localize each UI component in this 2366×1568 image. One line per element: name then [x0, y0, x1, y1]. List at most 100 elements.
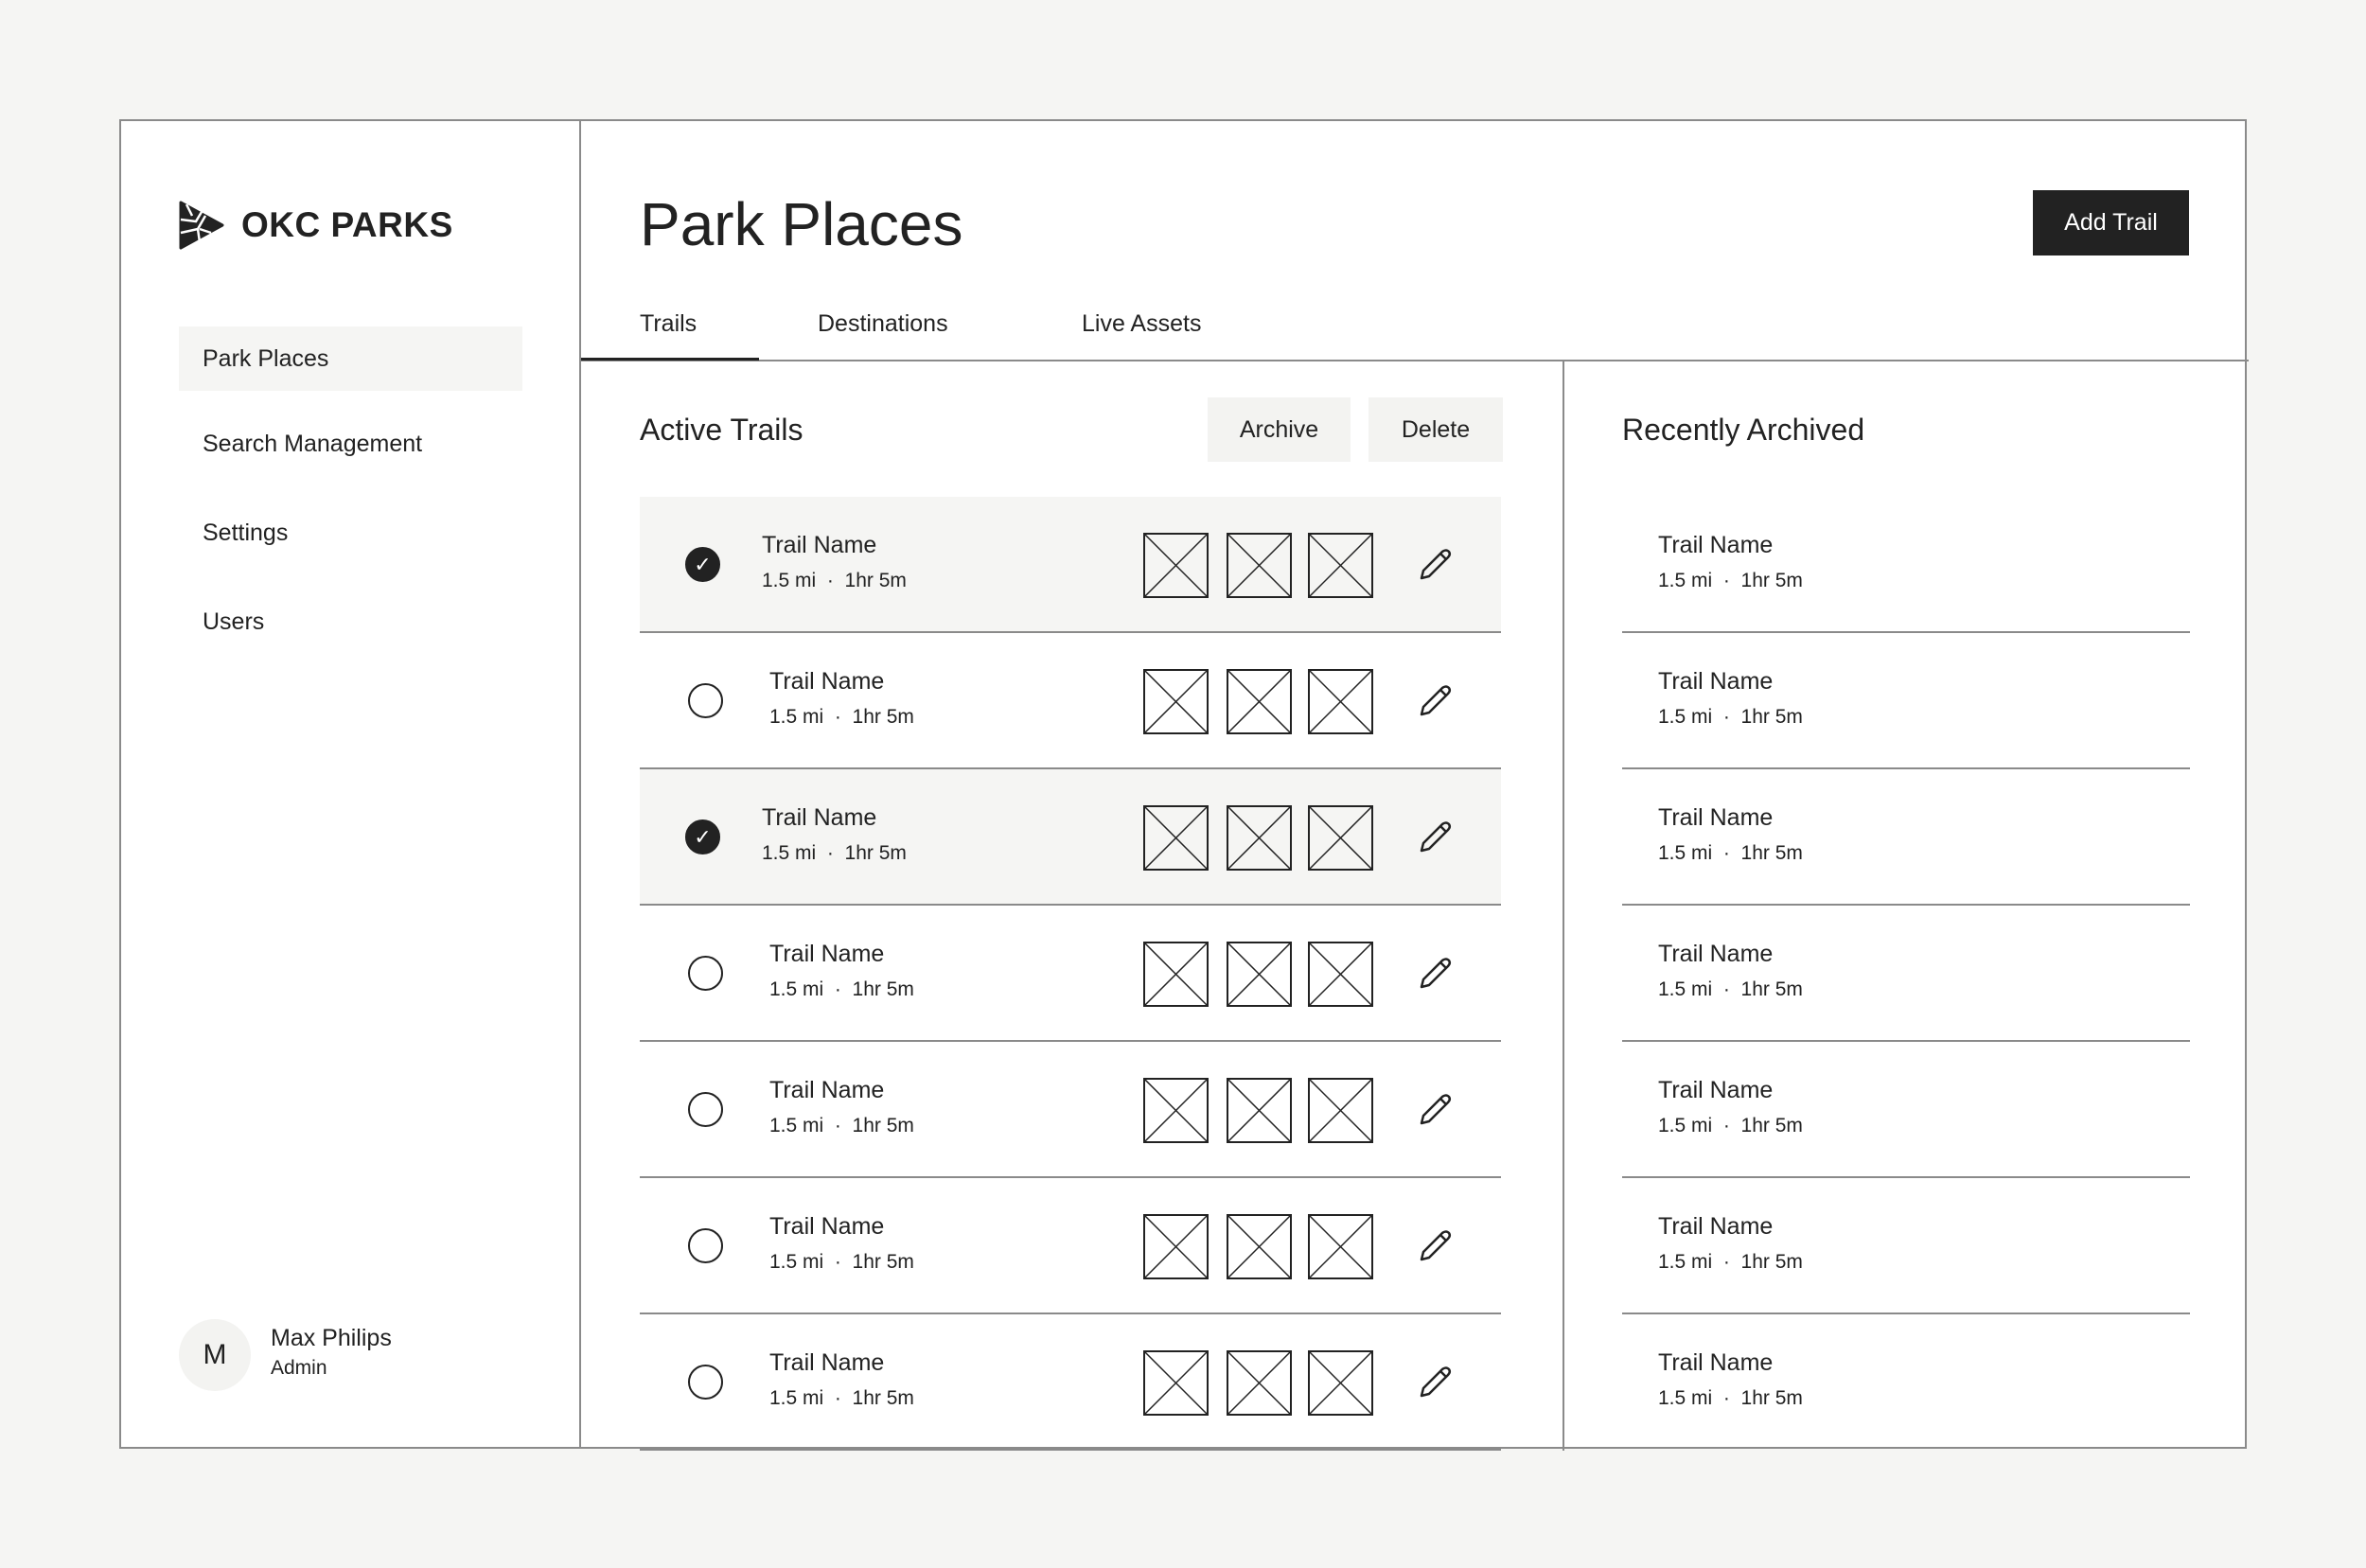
column-divider: [1563, 360, 1564, 1451]
trail-meta: 1.5 mi · 1hr 5m: [769, 706, 914, 728]
trail-meta: 1.5 mi · 1hr 5m: [762, 842, 907, 864]
checkbox[interactable]: [688, 683, 723, 718]
image-placeholder-icon: [1227, 942, 1292, 1007]
trail-meta: 1.5 mi · 1hr 5m: [769, 1115, 914, 1136]
trail-row[interactable]: Trail Name 1.5 mi · 1hr 5m: [640, 1314, 1501, 1451]
trail-name: Trail Name: [769, 941, 885, 967]
image-placeholder-icon: [1308, 942, 1373, 1007]
trail-name: Trail Name: [1658, 668, 1774, 695]
sidebar-item-search-management[interactable]: Search Management: [203, 430, 423, 457]
trail-name: Trail Name: [1658, 532, 1774, 558]
archived-row[interactable]: Trail Name 1.5 mi · 1hr 5m: [1622, 633, 2190, 769]
archived-row[interactable]: Trail Name 1.5 mi · 1hr 5m: [1622, 497, 2190, 633]
trail-meta: 1.5 mi · 1hr 5m: [769, 1387, 914, 1409]
tab-destinations[interactable]: Destinations: [818, 310, 948, 337]
image-placeholder-icon: [1227, 1350, 1292, 1416]
trail-name: Trail Name: [1658, 1077, 1774, 1103]
app-window: OKC PARKS Park Places Search Management …: [119, 119, 2249, 1451]
check-icon: ✓: [694, 552, 712, 576]
sidebar-item-settings[interactable]: Settings: [203, 519, 289, 546]
image-placeholder-icon: [1308, 533, 1373, 598]
image-placeholder-icon: [1143, 942, 1209, 1007]
image-placeholder-icon: [1227, 1078, 1292, 1143]
image-placeholder-icon: [1227, 669, 1292, 734]
image-placeholder-icon: [1143, 533, 1209, 598]
trail-name: Trail Name: [1658, 804, 1774, 831]
edit-pencil-icon[interactable]: [1416, 546, 1454, 584]
image-placeholder-icon: [1227, 805, 1292, 871]
archived-row[interactable]: Trail Name 1.5 mi · 1hr 5m: [1622, 1178, 2190, 1314]
trail-meta: 1.5 mi · 1hr 5m: [769, 1251, 914, 1273]
recently-archived-heading: Recently Archived: [1622, 413, 1865, 447]
archived-row[interactable]: Trail Name 1.5 mi · 1hr 5m: [1622, 906, 2190, 1042]
archived-row[interactable]: Trail Name 1.5 mi · 1hr 5m: [1622, 1042, 2190, 1178]
trail-name: Trail Name: [769, 1213, 885, 1240]
logo: OKC PARKS: [179, 201, 453, 250]
edit-pencil-icon[interactable]: [1416, 1091, 1454, 1129]
archived-row[interactable]: Trail Name 1.5 mi · 1hr 5m: [1622, 769, 2190, 906]
trail-name: Trail Name: [769, 1077, 885, 1103]
active-tab-indicator: [581, 358, 759, 361]
trail-meta: 1.5 mi · 1hr 5m: [769, 978, 914, 1000]
image-placeholder-icon: [1227, 1214, 1292, 1279]
image-placeholder-icon: [1143, 1350, 1209, 1416]
trail-meta: 1.5 mi · 1hr 5m: [1658, 570, 1803, 591]
trail-row[interactable]: Trail Name 1.5 mi · 1hr 5m: [640, 906, 1501, 1042]
brand-name: OKC PARKS: [241, 205, 453, 244]
tab-live-assets[interactable]: Live Assets: [1082, 310, 1202, 337]
image-placeholder-icon: [1227, 533, 1292, 598]
image-placeholder-icon: [1308, 1214, 1373, 1279]
checkbox[interactable]: [688, 1228, 723, 1263]
trail-row[interactable]: Trail Name 1.5 mi · 1hr 5m: [640, 633, 1501, 769]
delete-button[interactable]: Delete: [1368, 397, 1503, 462]
image-placeholder-icon: [1143, 805, 1209, 871]
image-placeholder-icon: [1143, 1078, 1209, 1143]
tab-trails[interactable]: Trails: [640, 310, 697, 337]
trail-meta: 1.5 mi · 1hr 5m: [1658, 706, 1803, 728]
trail-name: Trail Name: [762, 804, 877, 831]
edit-pencil-icon[interactable]: [1416, 819, 1454, 856]
edit-pencil-icon[interactable]: [1416, 1227, 1454, 1265]
checkbox-checked[interactable]: ✓: [685, 819, 720, 854]
image-placeholder-icon: [1308, 669, 1373, 734]
trail-meta: 1.5 mi · 1hr 5m: [1658, 1115, 1803, 1136]
add-trail-button[interactable]: Add Trail: [2033, 190, 2189, 255]
trail-row[interactable]: ✓ Trail Name 1.5 mi · 1hr 5m: [640, 497, 1501, 633]
edit-pencil-icon[interactable]: [1416, 682, 1454, 720]
edit-pencil-icon[interactable]: [1416, 955, 1454, 993]
checkbox[interactable]: [688, 1365, 723, 1400]
edit-pencil-icon[interactable]: [1416, 1364, 1454, 1401]
tabs-divider: [581, 360, 2249, 361]
checkbox[interactable]: [688, 956, 723, 991]
sidebar: OKC PARKS Park Places Search Management …: [121, 121, 581, 1447]
trail-name: Trail Name: [769, 1349, 885, 1376]
user-role: Admin: [271, 1357, 327, 1379]
image-placeholder-icon: [1143, 1214, 1209, 1279]
trail-name: Trail Name: [1658, 1213, 1774, 1240]
trail-name: Trail Name: [769, 668, 885, 695]
image-placeholder-icon: [1143, 669, 1209, 734]
trail-row[interactable]: ✓ Trail Name 1.5 mi · 1hr 5m: [640, 769, 1501, 906]
trail-meta: 1.5 mi · 1hr 5m: [1658, 1387, 1803, 1409]
checkbox[interactable]: [688, 1092, 723, 1127]
page-title: Park Places: [640, 190, 963, 258]
trail-meta: 1.5 mi · 1hr 5m: [762, 570, 907, 591]
trail-row[interactable]: Trail Name 1.5 mi · 1hr 5m: [640, 1178, 1501, 1314]
trail-meta: 1.5 mi · 1hr 5m: [1658, 978, 1803, 1000]
sidebar-item-park-places[interactable]: Park Places: [179, 326, 522, 391]
checkbox-checked[interactable]: ✓: [685, 547, 720, 582]
archive-button[interactable]: Archive: [1208, 397, 1351, 462]
user-name: Max Philips: [271, 1325, 392, 1351]
check-icon: ✓: [694, 824, 712, 849]
trail-meta: 1.5 mi · 1hr 5m: [1658, 842, 1803, 864]
trail-name: Trail Name: [1658, 1349, 1774, 1376]
archived-row[interactable]: Trail Name 1.5 mi · 1hr 5m: [1622, 1314, 2190, 1451]
image-placeholder-icon: [1308, 1350, 1373, 1416]
avatar[interactable]: M: [179, 1319, 251, 1391]
logo-icon: [179, 201, 224, 250]
trail-name: Trail Name: [762, 532, 877, 558]
sidebar-item-users[interactable]: Users: [203, 608, 265, 635]
trail-meta: 1.5 mi · 1hr 5m: [1658, 1251, 1803, 1273]
trail-row[interactable]: Trail Name 1.5 mi · 1hr 5m: [640, 1042, 1501, 1178]
image-placeholder-icon: [1308, 805, 1373, 871]
